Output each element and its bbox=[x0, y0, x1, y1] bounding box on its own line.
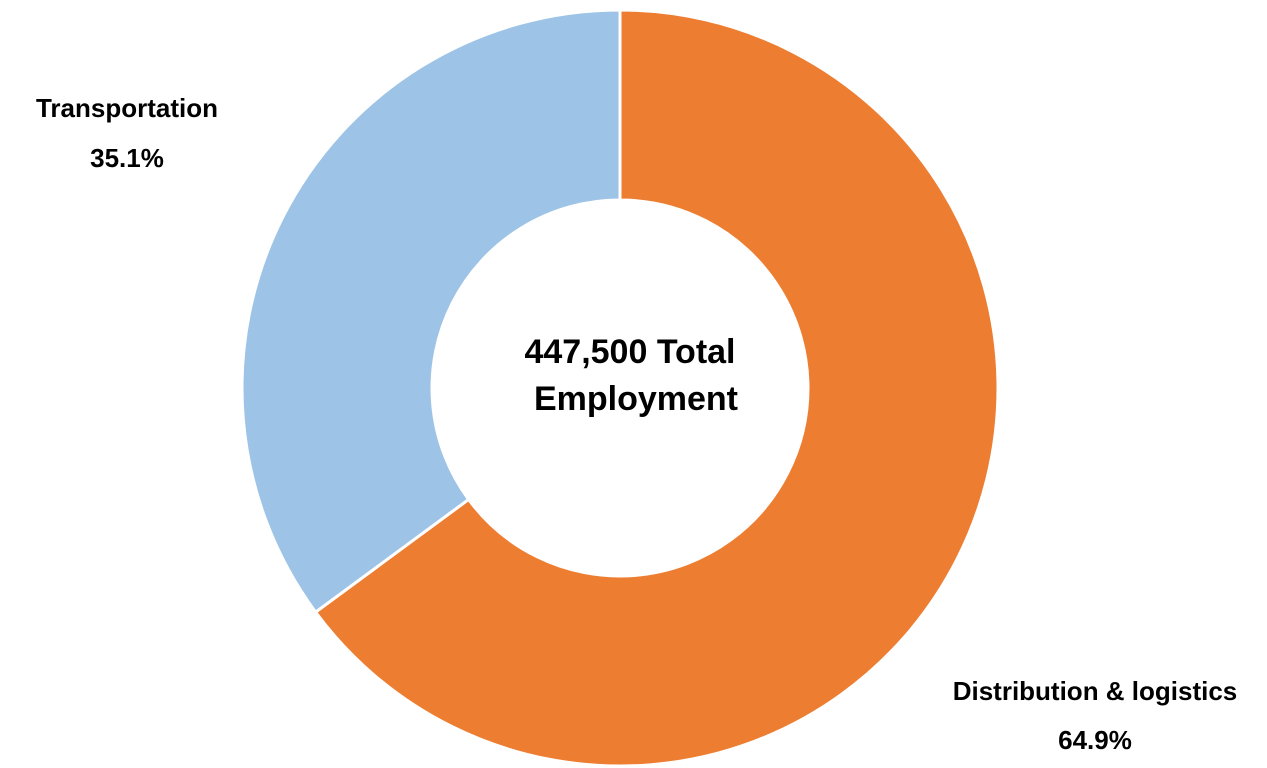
label-transportation: Transportation 35.1% bbox=[36, 93, 218, 173]
center-text-line-2: Employment bbox=[534, 380, 738, 418]
slices-layer bbox=[240, 8, 1000, 768]
label-distribution-value: 64.9% bbox=[1058, 725, 1132, 755]
label-transportation-name: Transportation bbox=[36, 93, 218, 123]
slice-transportation bbox=[240, 8, 622, 615]
center-text: 447,500 Total Employment bbox=[524, 333, 738, 418]
slice-distribution-logistics bbox=[313, 8, 1000, 768]
label-distribution: Distribution & logistics 64.9% bbox=[953, 676, 1238, 755]
label-distribution-name: Distribution & logistics bbox=[953, 676, 1238, 706]
center-text-line-1: 447,500 Total bbox=[524, 333, 735, 371]
label-transportation-value: 35.1% bbox=[90, 143, 164, 173]
